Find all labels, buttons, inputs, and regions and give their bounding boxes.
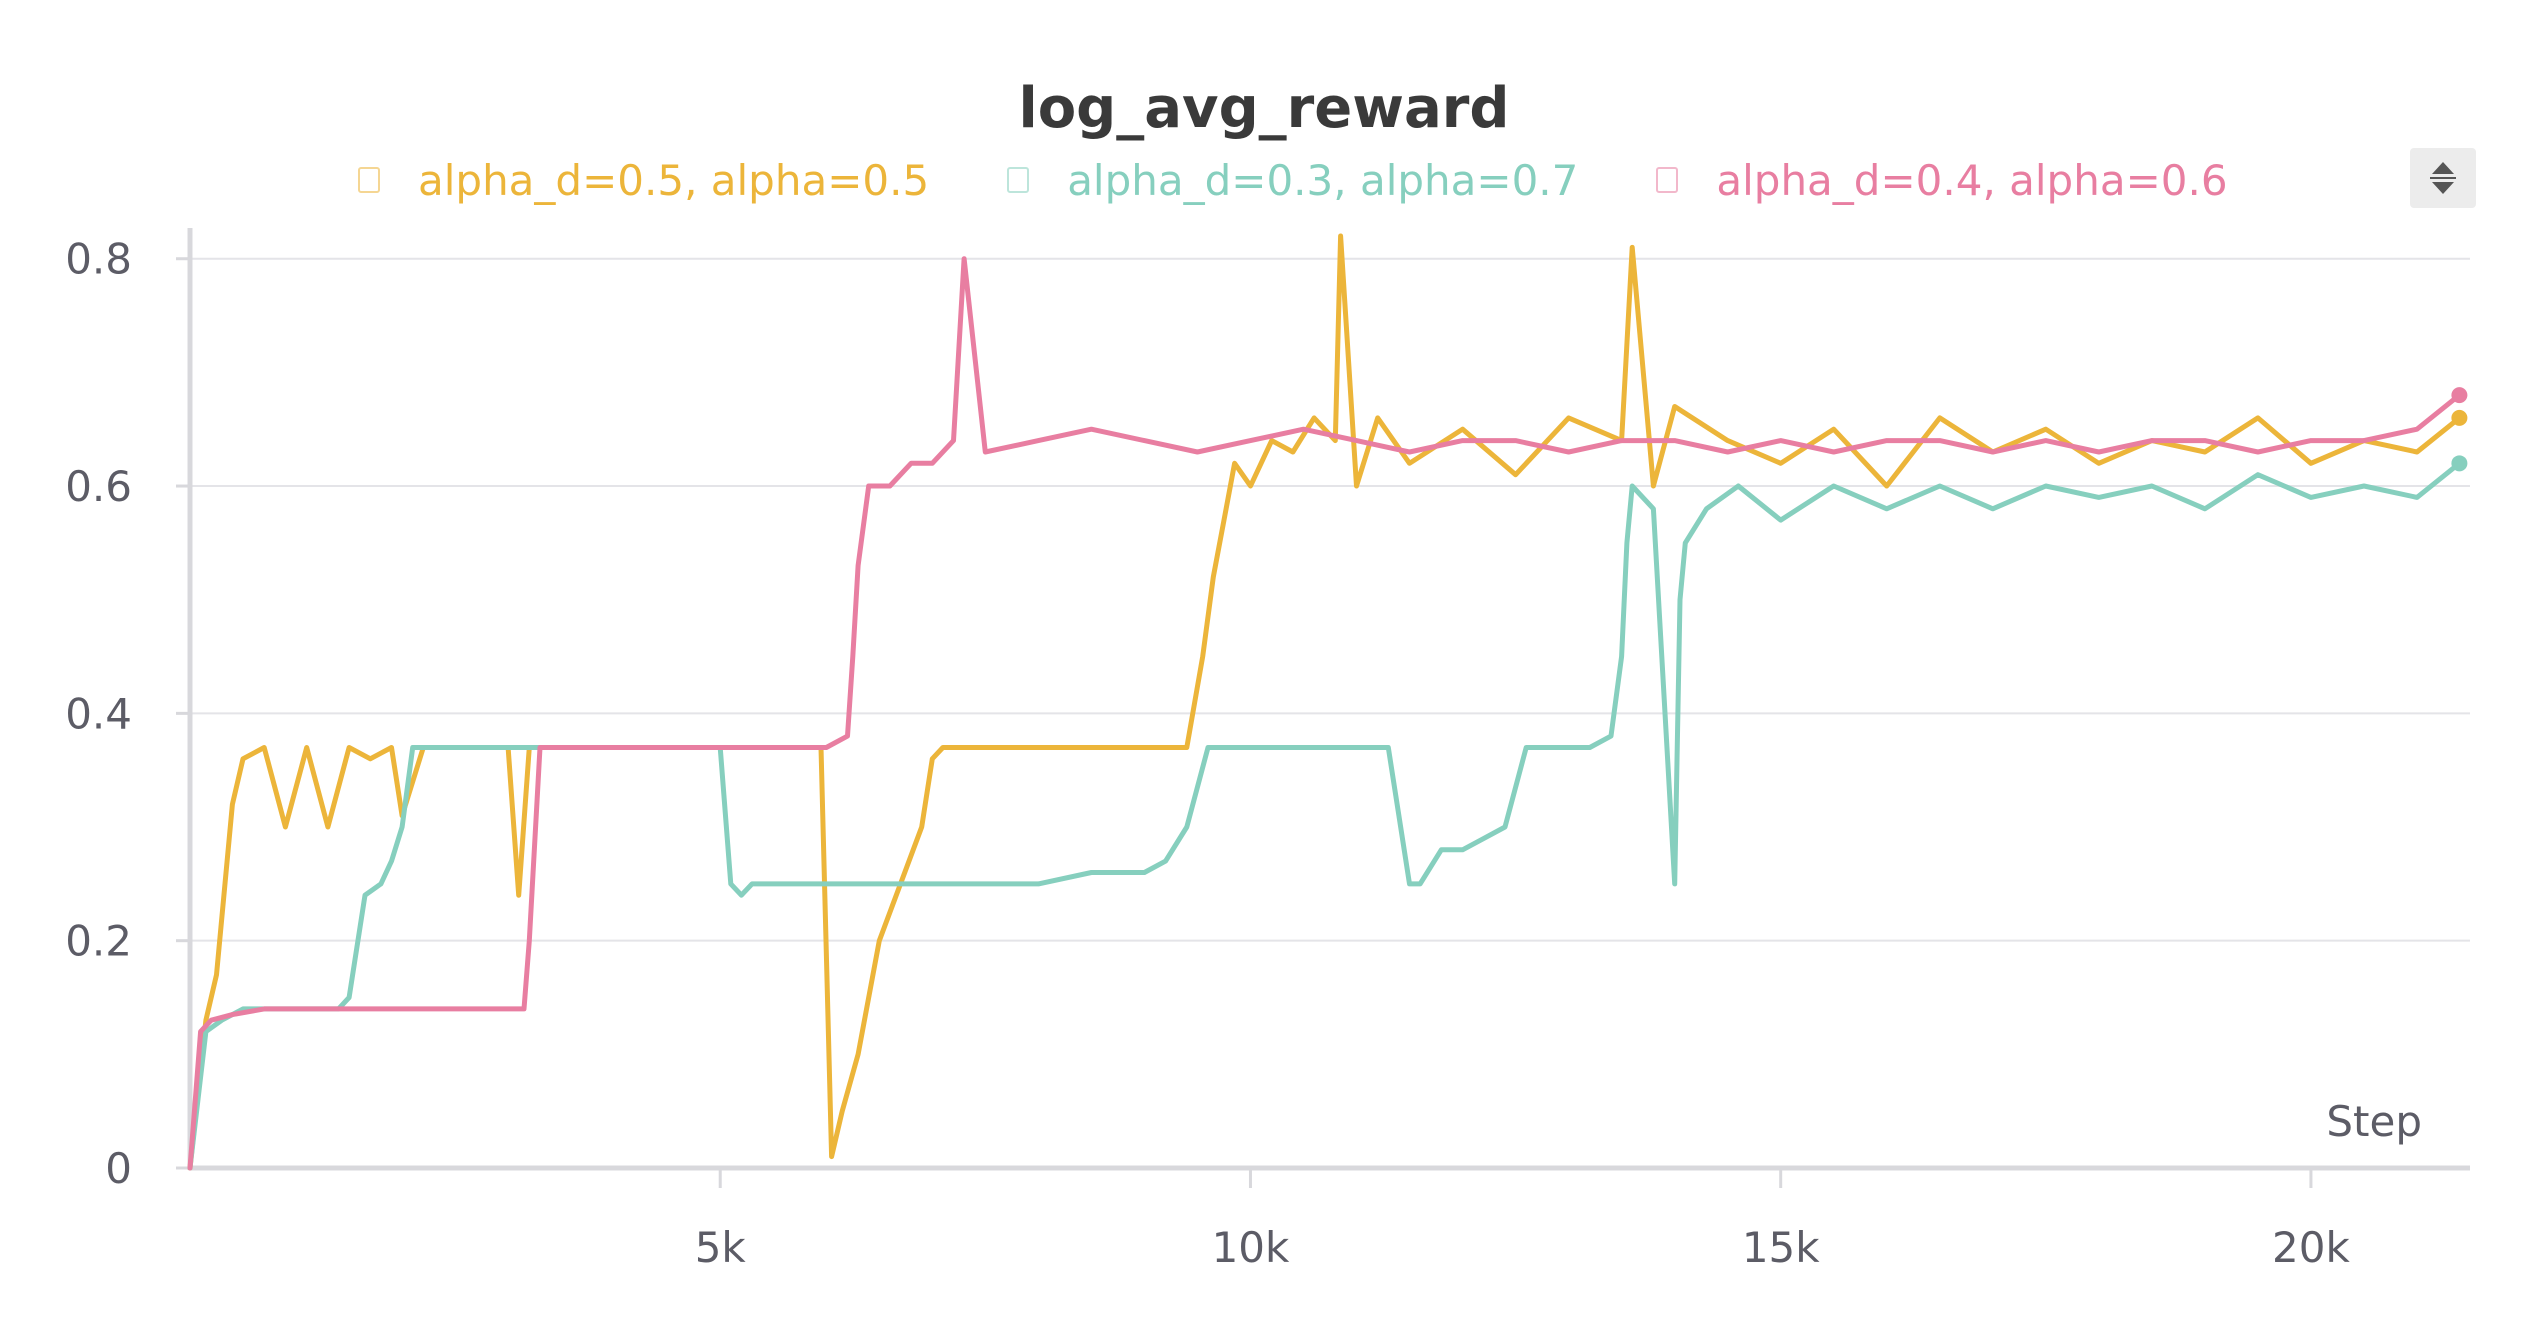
xtick-label-0: 5k: [695, 1223, 747, 1272]
legend-label-1: alpha_d=0.3, alpha=0.7: [1067, 155, 1579, 205]
x-axis-label: Step: [2326, 1097, 2422, 1146]
legend-swatch-2: [1656, 167, 1679, 193]
ytick-label-1: 0.2: [65, 917, 132, 966]
axes: [176, 228, 2470, 1188]
series-lines: [187, 233, 2468, 1171]
series-end-point-2: [2451, 387, 2468, 404]
chart-title: log_avg_reward: [1018, 76, 1510, 141]
ytick-label-3: 0.6: [65, 462, 132, 511]
series-line-1: [187, 460, 2462, 1171]
legend-swatch-0: [358, 167, 380, 193]
ytick-label-2: 0.4: [65, 689, 132, 738]
legend-item-1[interactable]: alpha_d=0.3, alpha=0.7: [1007, 156, 1578, 205]
series-end-point-1: [2451, 455, 2468, 472]
scroll-arrows-icon: [2430, 162, 2456, 194]
legend-scroll-button[interactable]: [2410, 148, 2476, 208]
gridlines: [190, 257, 2470, 942]
series-line-0: [187, 233, 2462, 1171]
xtick-label-2: 15k: [1742, 1223, 1820, 1272]
legend-label-0: alpha_d=0.5, alpha=0.5: [418, 155, 930, 205]
series-line-2: [187, 256, 2462, 1171]
legend-item-2[interactable]: alpha_d=0.4, alpha=0.6: [1656, 155, 2228, 205]
legend-item-0[interactable]: alpha_d=0.5, alpha=0.5: [358, 156, 929, 205]
legend-swatch-1: [1007, 167, 1030, 193]
xtick-label-3: 20k: [2272, 1223, 2350, 1272]
tick-labels: 0 0.2 0.4 0.6 0.8 5k 10k 15k 20k Step: [65, 235, 2422, 1272]
legend-label-2: alpha_d=0.4, alpha=0.6: [1716, 155, 2228, 205]
ytick-label-4: 0.8: [65, 235, 132, 284]
legend: alpha_d=0.5, alpha=0.5 alpha_d=0.3, alph…: [358, 152, 2306, 208]
xtick-label-1: 10k: [1212, 1223, 1290, 1272]
series-end-point-0: [2451, 409, 2468, 426]
ytick-label-0: 0: [105, 1144, 132, 1193]
